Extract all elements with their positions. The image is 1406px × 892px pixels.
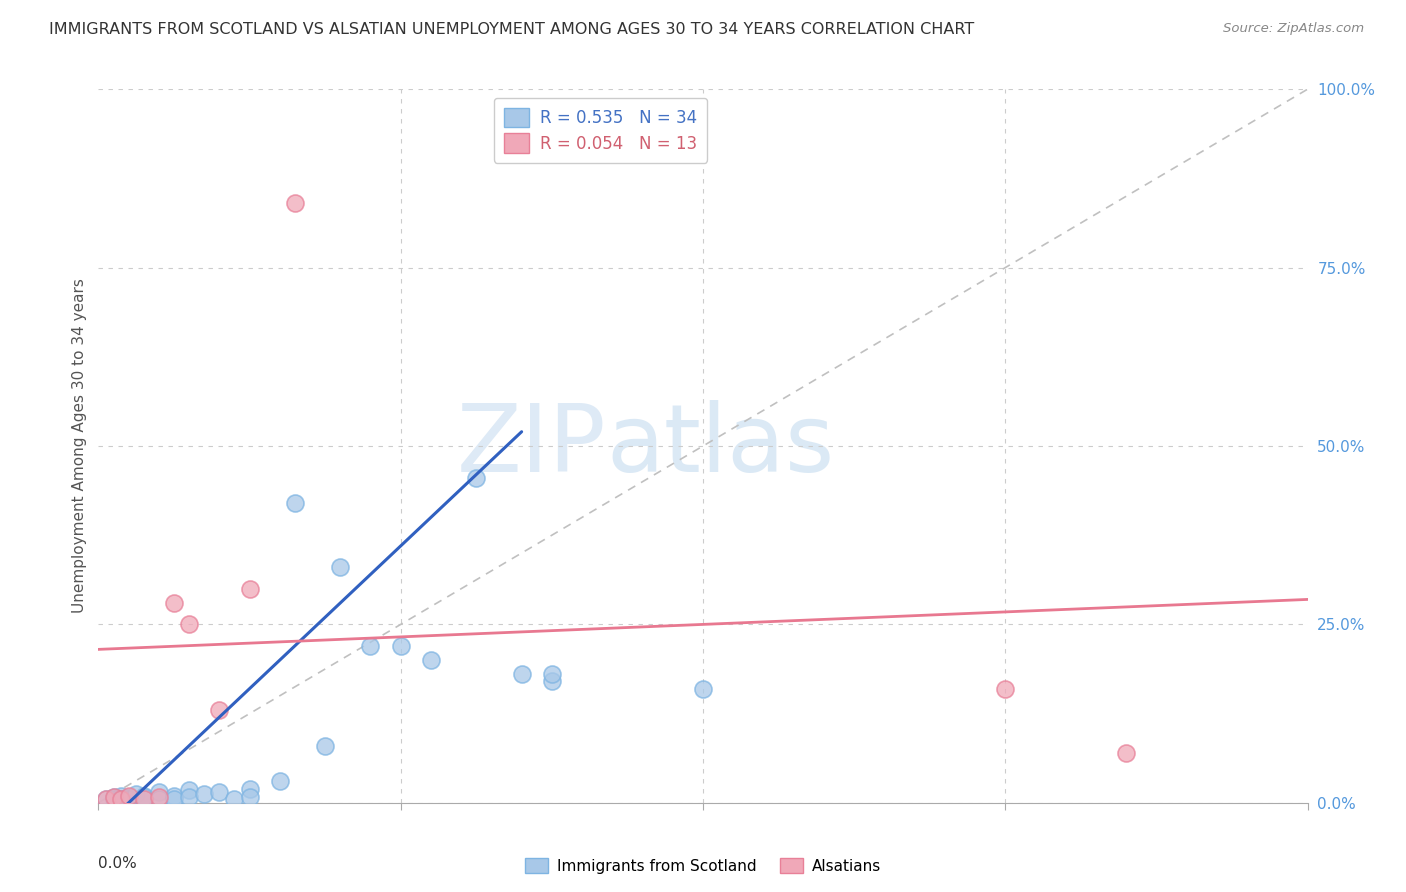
Point bbox=[132, 790, 155, 805]
Point bbox=[179, 617, 201, 632]
Point bbox=[118, 790, 141, 805]
Point bbox=[284, 496, 307, 510]
Point bbox=[132, 792, 155, 806]
Point bbox=[94, 792, 117, 806]
Text: IMMIGRANTS FROM SCOTLAND VS ALSATIAN UNEMPLOYMENT AMONG AGES 30 TO 34 YEARS CORR: IMMIGRANTS FROM SCOTLAND VS ALSATIAN UNE… bbox=[49, 22, 974, 37]
Point bbox=[314, 739, 336, 753]
Point bbox=[994, 681, 1017, 696]
Point bbox=[94, 792, 117, 806]
Point bbox=[208, 703, 231, 717]
Point bbox=[284, 196, 307, 211]
Point bbox=[163, 789, 186, 803]
Point bbox=[239, 781, 262, 796]
Legend: Immigrants from Scotland, Alsatians: Immigrants from Scotland, Alsatians bbox=[519, 852, 887, 880]
Point bbox=[125, 787, 148, 801]
Point bbox=[389, 639, 412, 653]
Point bbox=[329, 560, 352, 574]
Y-axis label: Unemployment Among Ages 30 to 34 years: Unemployment Among Ages 30 to 34 years bbox=[72, 278, 87, 614]
Point bbox=[269, 774, 291, 789]
Point bbox=[103, 790, 125, 805]
Point bbox=[118, 792, 141, 806]
Point bbox=[118, 789, 141, 803]
Point bbox=[540, 674, 562, 689]
Point bbox=[224, 792, 246, 806]
Point bbox=[148, 785, 170, 799]
Point bbox=[510, 667, 533, 681]
Point bbox=[465, 471, 488, 485]
Point bbox=[103, 790, 125, 805]
Text: atlas: atlas bbox=[606, 400, 835, 492]
Point bbox=[132, 792, 155, 806]
Text: ZIP: ZIP bbox=[457, 400, 606, 492]
Point bbox=[163, 792, 186, 806]
Point bbox=[239, 582, 262, 596]
Legend: R = 0.535   N = 34, R = 0.054   N = 13: R = 0.535 N = 34, R = 0.054 N = 13 bbox=[494, 97, 707, 162]
Point bbox=[179, 783, 201, 797]
Point bbox=[103, 792, 125, 806]
Point bbox=[208, 785, 231, 799]
Point bbox=[163, 596, 186, 610]
Point bbox=[239, 790, 262, 805]
Point bbox=[692, 681, 714, 696]
Point bbox=[420, 653, 443, 667]
Text: 0.0%: 0.0% bbox=[98, 856, 138, 871]
Point bbox=[360, 639, 382, 653]
Point bbox=[540, 667, 562, 681]
Point bbox=[179, 790, 201, 805]
Point bbox=[132, 789, 155, 803]
Point bbox=[110, 792, 132, 806]
Point bbox=[110, 789, 132, 803]
Text: Source: ZipAtlas.com: Source: ZipAtlas.com bbox=[1223, 22, 1364, 36]
Point bbox=[1115, 746, 1137, 760]
Point bbox=[110, 792, 132, 806]
Point bbox=[148, 792, 170, 806]
Point bbox=[148, 790, 170, 805]
Point bbox=[193, 787, 215, 801]
